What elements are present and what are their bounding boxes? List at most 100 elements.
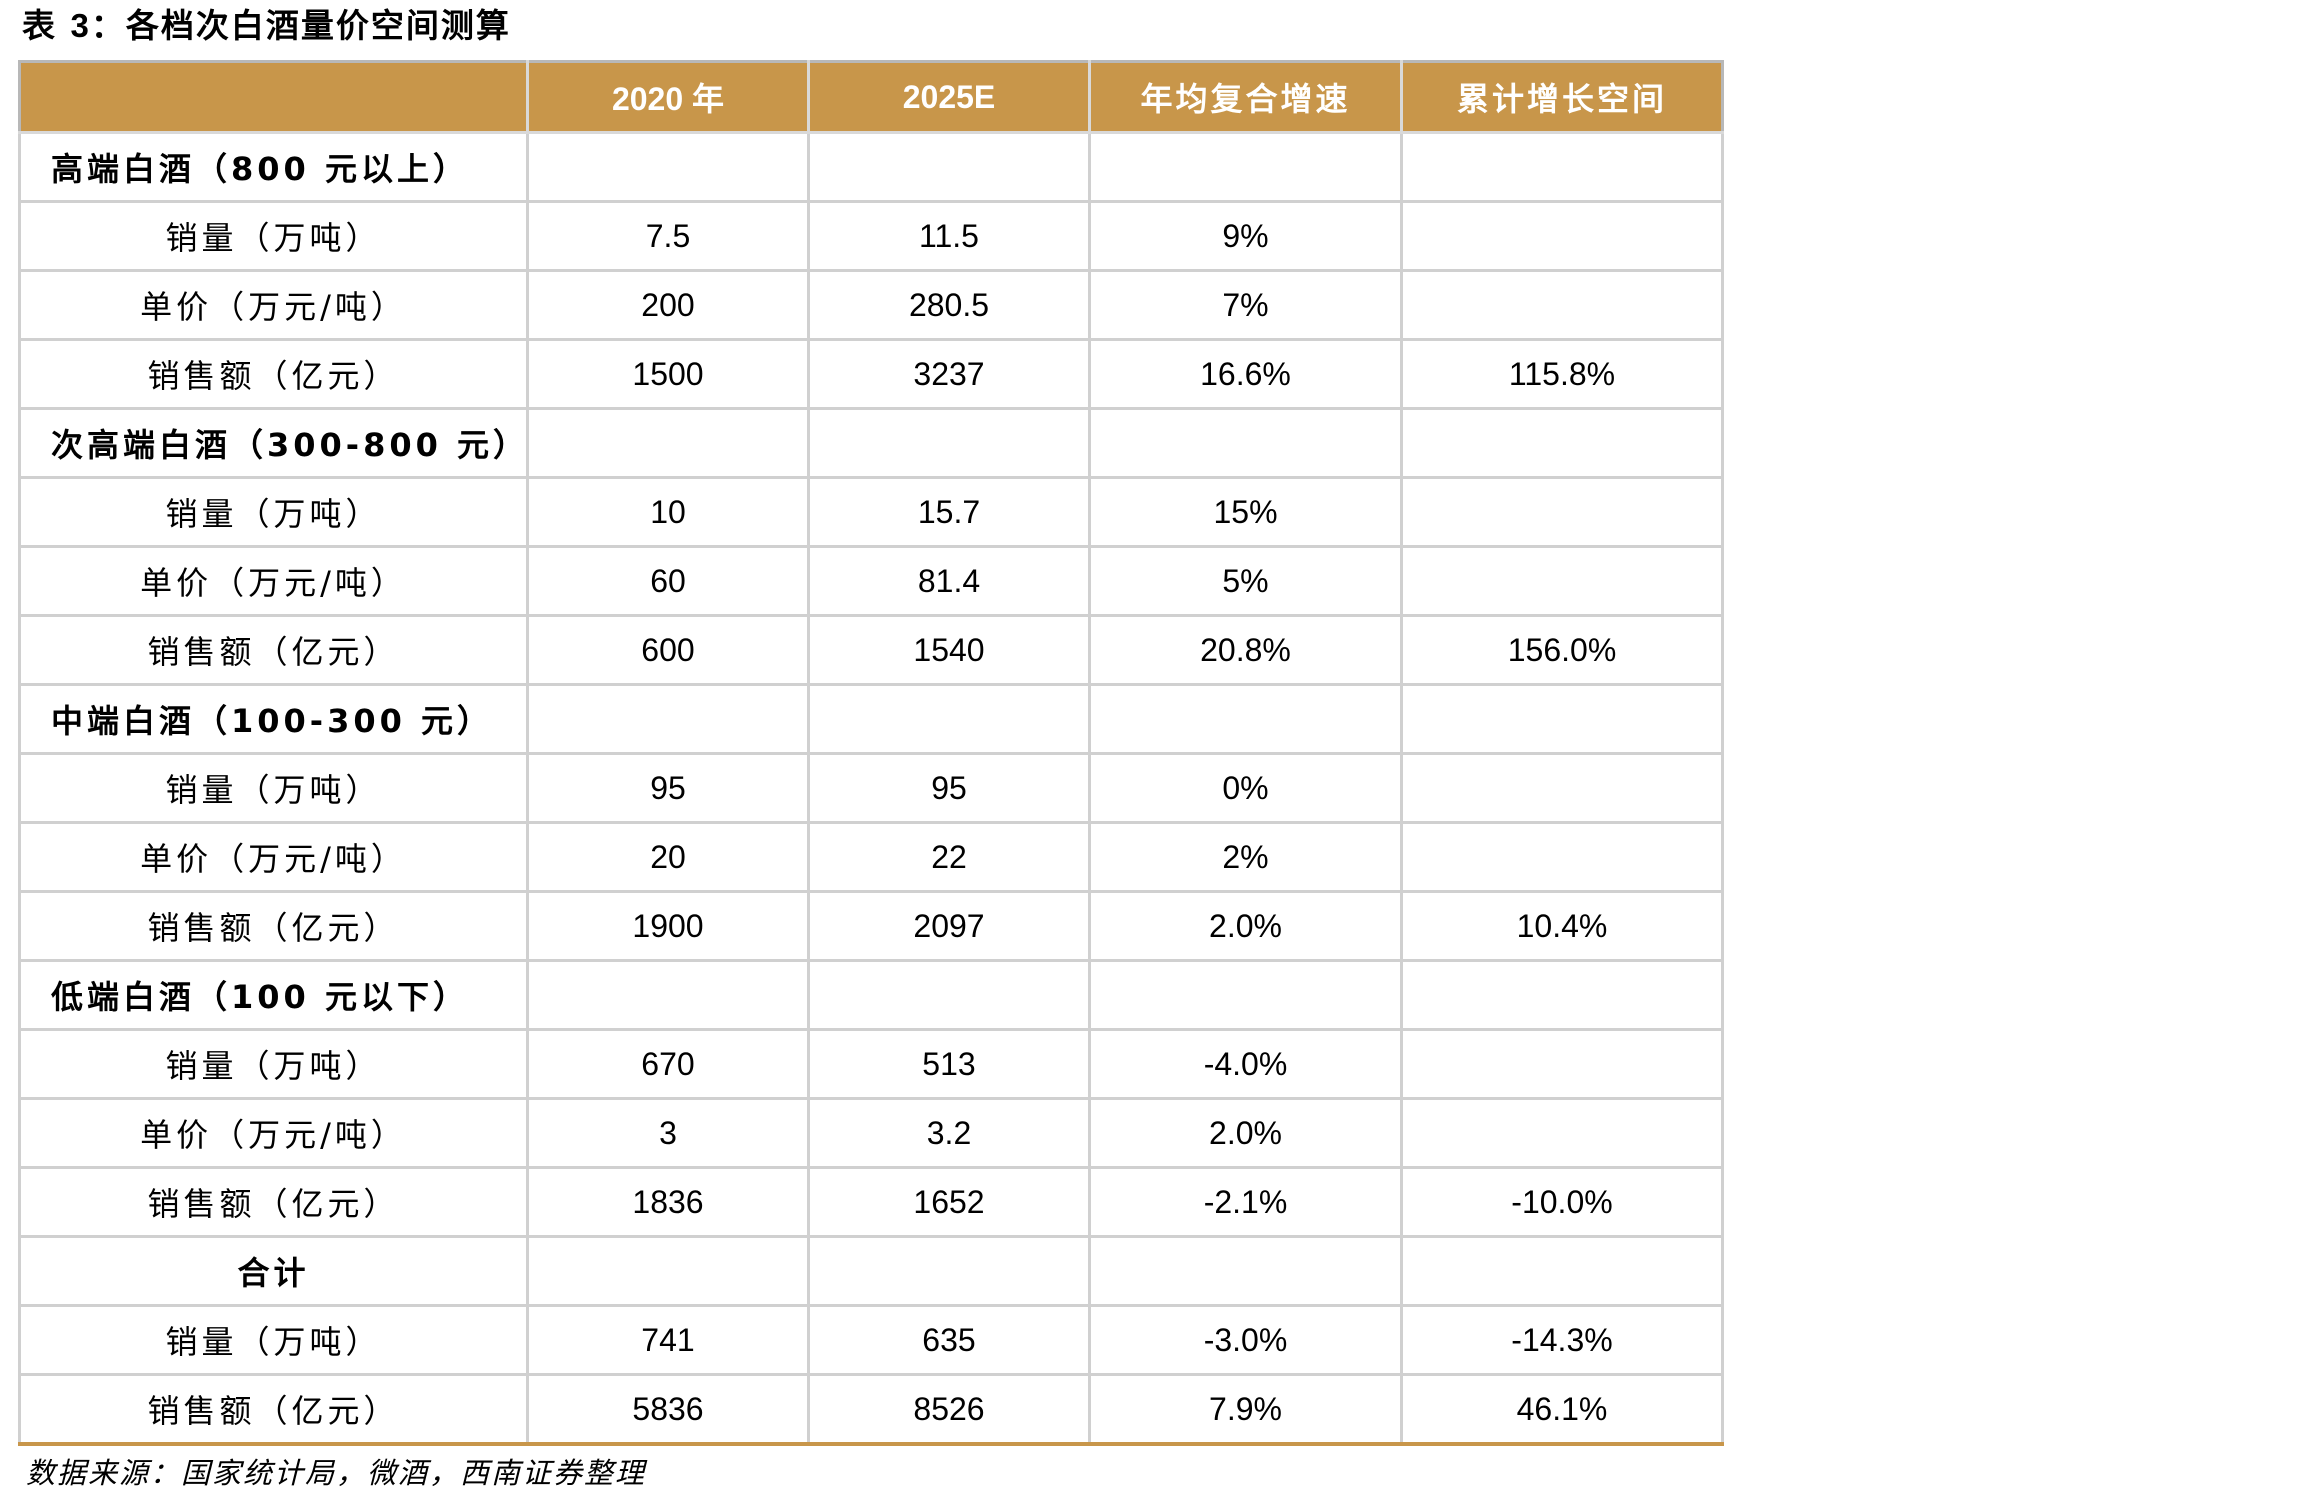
header-row: 2020 年 2025E 年均复合增速 累计增长空间	[18, 60, 1724, 134]
value-2025e-cell: 3237	[807, 338, 1091, 410]
caption-title: ：各档次白酒量价空间测算	[90, 6, 511, 45]
value-2025e-cell: 635	[807, 1304, 1091, 1376]
header-cell-2025e: 2025E	[807, 60, 1091, 134]
value-2020-cell: 10	[526, 476, 810, 548]
value-2020-cell	[526, 1235, 810, 1307]
value-2025e-cell: 1652	[807, 1166, 1091, 1238]
data-table-container: 2020 年 2025E 年均复合增速 累计增长空间 高端白酒（800 元以上）…	[18, 60, 1724, 1446]
value-cagr-cell	[1088, 959, 1403, 1031]
value-cumulative-growth-cell	[1400, 545, 1724, 617]
value-2025e-cell	[807, 959, 1091, 1031]
value-cumulative-growth-cell	[1400, 1235, 1724, 1307]
value-2020-cell: 670	[526, 1028, 810, 1100]
table-row: 销售额（亿元） 1836 1652 -2.1% -10.0%	[18, 1166, 1724, 1238]
value-2025e-cell	[807, 131, 1091, 203]
header-cell-cagr: 年均复合增速	[1088, 60, 1403, 134]
value-2020-cell	[526, 683, 810, 755]
table-row: 单价（万元/吨） 200 280.5 7%	[18, 269, 1724, 341]
value-2025e-cell: 3.2	[807, 1097, 1091, 1169]
table-row: 单价（万元/吨） 3 3.2 2.0%	[18, 1097, 1724, 1169]
value-2025e-cell: 11.5	[807, 200, 1091, 272]
value-cagr-cell: -3.0%	[1088, 1304, 1403, 1376]
value-2020-cell	[526, 131, 810, 203]
value-2025e-cell: 15.7	[807, 476, 1091, 548]
header-text-2020: 2020 年	[611, 81, 725, 117]
value-2025e-cell: 81.4	[807, 545, 1091, 617]
value-cagr-cell	[1088, 131, 1403, 203]
value-cumulative-growth-cell	[1400, 131, 1724, 203]
row-label: 销售额（亿元）	[18, 1373, 529, 1446]
section-label: 次高端白酒（300-800 元）	[18, 407, 529, 479]
value-cagr-cell: 2.0%	[1088, 890, 1403, 962]
table-row: 销量（万吨） 95 95 0%	[18, 752, 1724, 824]
value-cumulative-growth-cell	[1400, 1097, 1724, 1169]
value-cagr-cell: 15%	[1088, 476, 1403, 548]
value-cumulative-growth-cell: 10.4%	[1400, 890, 1724, 962]
value-2020-cell: 60	[526, 545, 810, 617]
value-2020-cell: 7.5	[526, 200, 810, 272]
table-row: 销量（万吨） 10 15.7 15%	[18, 476, 1724, 548]
table-row: 中端白酒（100-300 元）	[18, 683, 1724, 755]
value-2025e-cell: 22	[807, 821, 1091, 893]
header-text-2025e: 2025E	[902, 79, 996, 115]
value-2025e-cell	[807, 1235, 1091, 1307]
row-label: 销量（万吨）	[18, 1304, 529, 1376]
row-label: 单价（万元/吨）	[18, 269, 529, 341]
table-row: 销售额（亿元） 1900 2097 2.0% 10.4%	[18, 890, 1724, 962]
section-label: 中端白酒（100-300 元）	[18, 683, 529, 755]
value-2025e-cell: 1540	[807, 614, 1091, 686]
value-2020-cell: 95	[526, 752, 810, 824]
value-2020-cell	[526, 407, 810, 479]
value-cumulative-growth-cell	[1400, 821, 1724, 893]
value-2020-cell: 5836	[526, 1373, 810, 1446]
data-table: 2020 年 2025E 年均复合增速 累计增长空间 高端白酒（800 元以上）…	[18, 60, 1724, 1446]
value-2020-cell	[526, 959, 810, 1031]
section-label: 高端白酒（800 元以上）	[18, 131, 529, 203]
value-2020-cell: 741	[526, 1304, 810, 1376]
table-row: 销量（万吨） 670 513 -4.0%	[18, 1028, 1724, 1100]
value-cagr-cell: -2.1%	[1088, 1166, 1403, 1238]
table-row: 销售额（亿元） 1500 3237 16.6% 115.8%	[18, 338, 1724, 410]
value-cumulative-growth-cell	[1400, 683, 1724, 755]
value-2020-cell: 20	[526, 821, 810, 893]
value-cagr-cell: 0%	[1088, 752, 1403, 824]
value-cumulative-growth-cell: 46.1%	[1400, 1373, 1724, 1446]
value-cumulative-growth-cell	[1400, 476, 1724, 548]
row-label: 销量（万吨）	[18, 200, 529, 272]
value-cagr-cell: 20.8%	[1088, 614, 1403, 686]
row-label: 销售额（亿元）	[18, 338, 529, 410]
value-cumulative-growth-cell	[1400, 269, 1724, 341]
value-cumulative-growth-cell	[1400, 959, 1724, 1031]
value-2025e-cell: 513	[807, 1028, 1091, 1100]
value-cagr-cell: 2%	[1088, 821, 1403, 893]
source-note: 数据来源：国家统计局，微酒，西南证券整理	[26, 1456, 647, 1490]
table-row: 单价（万元/吨） 60 81.4 5%	[18, 545, 1724, 617]
value-cagr-cell: 2.0%	[1088, 1097, 1403, 1169]
header-cell-cumulative-growth: 累计增长空间	[1400, 60, 1724, 134]
value-2025e-cell: 280.5	[807, 269, 1091, 341]
value-cagr-cell: 7%	[1088, 269, 1403, 341]
value-cumulative-growth-cell: -14.3%	[1400, 1304, 1724, 1376]
value-2025e-cell: 8526	[807, 1373, 1091, 1446]
value-cumulative-growth-cell: 115.8%	[1400, 338, 1724, 410]
section-label: 低端白酒（100 元以下）	[18, 959, 529, 1031]
row-label: 单价（万元/吨）	[18, 545, 529, 617]
value-2020-cell: 1500	[526, 338, 810, 410]
row-label: 销售额（亿元）	[18, 890, 529, 962]
value-cagr-cell: 9%	[1088, 200, 1403, 272]
value-2020-cell: 1836	[526, 1166, 810, 1238]
value-cumulative-growth-cell: 156.0%	[1400, 614, 1724, 686]
header-cell-2020: 2020 年	[526, 60, 810, 134]
value-cumulative-growth-cell	[1400, 200, 1724, 272]
table-row: 次高端白酒（300-800 元）	[18, 407, 1724, 479]
table-row: 低端白酒（100 元以下）	[18, 959, 1724, 1031]
caption-number: 3	[70, 7, 91, 44]
table-row: 销量（万吨） 741 635 -3.0% -14.3%	[18, 1304, 1724, 1376]
row-label: 销量（万吨）	[18, 752, 529, 824]
table-body: 高端白酒（800 元以上） 销量（万吨） 7.5 11.5 9% 单价（万元/吨） 200 2…	[18, 131, 1724, 1446]
table-caption: 表 3：各档次白酒量价空间测算	[22, 6, 511, 46]
row-label: 销售额（亿元）	[18, 614, 529, 686]
value-cagr-cell: 16.6%	[1088, 338, 1403, 410]
caption-prefix: 表	[22, 6, 71, 45]
value-2025e-cell	[807, 683, 1091, 755]
